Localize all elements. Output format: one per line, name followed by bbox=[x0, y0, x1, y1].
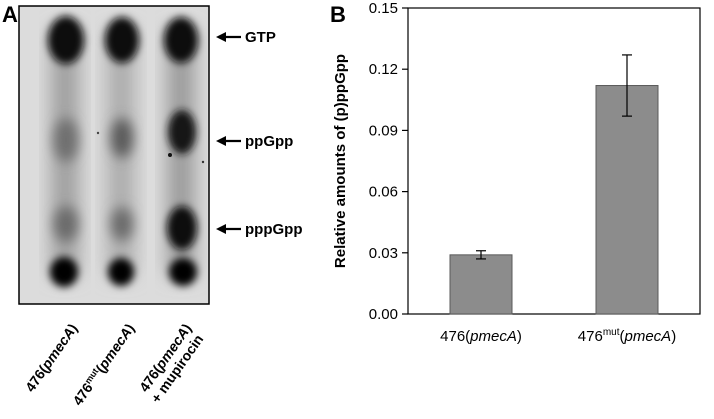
lane-1-gtp-spot bbox=[48, 16, 84, 64]
bar-chart: 0.00 0.03 0.06 0.09 0.12 0.15 Relative amounts… bbox=[332, 0, 701, 345]
lane-3-origin-spot bbox=[169, 258, 197, 286]
lane-label-2: 476mut(pmecA) bbox=[69, 321, 137, 409]
speck bbox=[201, 160, 205, 164]
y-tick-label: 0.00 bbox=[369, 306, 398, 323]
category-label-1: 476(pmecA) bbox=[440, 328, 522, 345]
lane-3-gtp-spot bbox=[164, 17, 198, 63]
y-tick-label: 0.12 bbox=[369, 61, 398, 78]
bar-2 bbox=[595, 85, 659, 315]
band-marker-pppgpp: pppGpp bbox=[216, 221, 302, 238]
speck bbox=[168, 153, 172, 157]
svg-text:476(pmecA): 476(pmecA) bbox=[22, 321, 81, 395]
plot-frame bbox=[407, 7, 701, 315]
band-label-ppgpp: ppGpp bbox=[245, 133, 293, 150]
lane-1-ppgpp-spot bbox=[54, 118, 78, 162]
y-axis-title: Relative amounts of (p)ppGpp bbox=[332, 54, 349, 268]
lane-3-ppgpp-spot bbox=[168, 110, 196, 154]
lane-label-3: 476(pmecA) + mupirocin bbox=[136, 321, 207, 406]
band-marker-ppgpp: ppGpp bbox=[216, 133, 293, 150]
y-tick-label: 0.03 bbox=[369, 245, 398, 262]
lane-1-pppgpp-spot bbox=[54, 206, 78, 242]
lane-3-pppgpp-spot bbox=[167, 206, 197, 250]
band-marker-gtp: GTP bbox=[216, 29, 276, 46]
y-tick-label: 0.15 bbox=[369, 0, 398, 17]
lane-2-gtp-spot bbox=[105, 17, 139, 63]
svg-text:476mut(pmecA): 476mut(pmecA) bbox=[69, 321, 137, 409]
lane-2-ppgpp-spot bbox=[111, 118, 133, 158]
tlc-plate bbox=[18, 5, 210, 305]
lane-label-1: 476(pmecA) bbox=[22, 321, 81, 395]
panel-a-letter: A bbox=[2, 2, 18, 27]
speck bbox=[96, 131, 100, 135]
band-label-pppgpp: pppGpp bbox=[245, 221, 302, 238]
y-tick-label: 0.09 bbox=[369, 122, 398, 139]
panel-b-letter: B bbox=[330, 2, 346, 27]
y-tick-label: 0.06 bbox=[369, 184, 398, 201]
lane-1-origin-spot bbox=[50, 257, 78, 287]
band-label-gtp: GTP bbox=[245, 29, 276, 46]
lane-2-pppgpp-spot bbox=[111, 207, 133, 241]
bar-1 bbox=[449, 254, 513, 315]
category-label-2: 476mut(pmecA) bbox=[578, 327, 676, 345]
lane-2-origin-spot bbox=[108, 258, 134, 286]
